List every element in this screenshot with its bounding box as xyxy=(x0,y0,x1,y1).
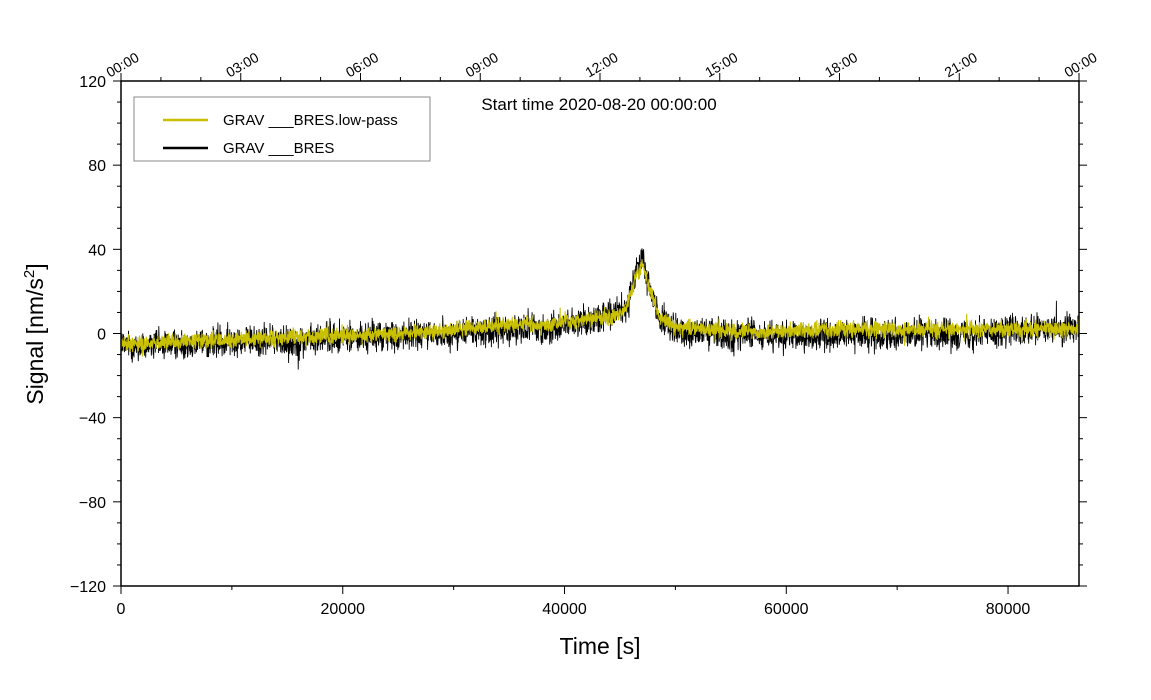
y-axis-label: Signal [nm/s2] xyxy=(21,263,48,404)
series-layer xyxy=(121,248,1079,370)
x-tick-label: 60000 xyxy=(764,601,809,618)
x-axis-label: Time [s] xyxy=(560,633,641,659)
y-axis-label-main: Signal [nm/s xyxy=(22,278,48,405)
legend-label-low-pass: GRAV ___BRES.low-pass xyxy=(223,112,398,129)
x-axis: 0 20000 40000 60000 80000 xyxy=(117,586,1031,618)
legend-label-raw: GRAV ___BRES xyxy=(223,140,334,157)
y-tick-label: −80 xyxy=(79,495,106,512)
legend: GRAV ___BRES.low-pass GRAV ___BRES xyxy=(133,96,431,162)
y-tick-label: −40 xyxy=(79,411,106,428)
plot-frame xyxy=(120,80,1080,587)
y-axis-label-superscript: 2 xyxy=(21,270,38,278)
legend-box xyxy=(133,96,431,162)
y-tick-label: 40 xyxy=(88,242,106,259)
y-tick-label: 80 xyxy=(88,158,106,175)
series-line-raw xyxy=(121,248,1079,370)
y-tick-label: −120 xyxy=(70,579,106,596)
y-axis: −120 −80 −40 0 40 80 120 xyxy=(70,74,1087,596)
y-axis-label-end: ] xyxy=(22,263,48,269)
y-tick-label: 0 xyxy=(97,327,106,344)
y-tick-label: 120 xyxy=(79,74,106,91)
x-tick-label: 80000 xyxy=(986,601,1031,618)
start-time-annotation: Start time 2020-08-20 00:00:00 xyxy=(481,95,716,114)
x-tick-label: 0 xyxy=(117,601,126,618)
series-line-low-pass xyxy=(121,259,1079,357)
x-tick-label: 20000 xyxy=(321,601,366,618)
x-tick-label: 40000 xyxy=(542,601,587,618)
